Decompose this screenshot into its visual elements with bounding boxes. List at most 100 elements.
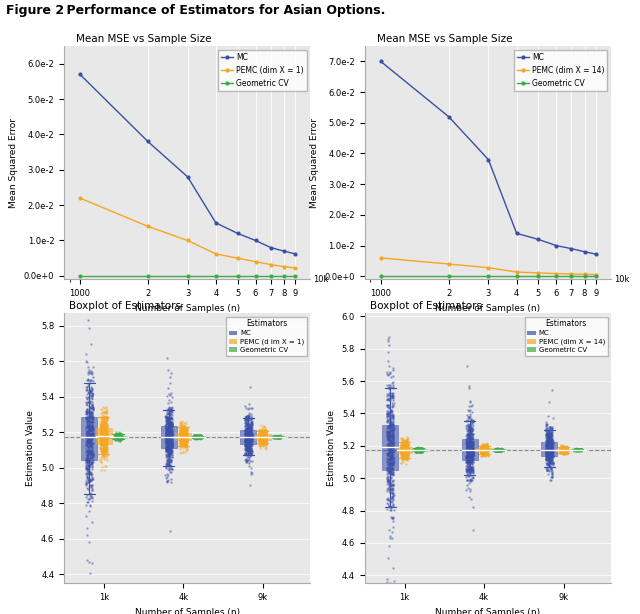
- Point: [243, 427, 253, 437]
- Point: [558, 446, 568, 456]
- Point: [269, 432, 280, 441]
- Point: [385, 468, 396, 478]
- Point: [255, 426, 266, 435]
- Point: [387, 431, 397, 441]
- Point: [541, 432, 551, 441]
- Point: [181, 435, 191, 445]
- Point: [465, 439, 476, 449]
- Point: [100, 438, 110, 448]
- Point: [259, 437, 269, 446]
- Point: [259, 430, 269, 440]
- Point: [87, 391, 97, 400]
- Point: [544, 434, 554, 444]
- Point: [257, 434, 268, 444]
- Point: [483, 445, 493, 454]
- Point: [464, 461, 474, 471]
- Point: [81, 500, 92, 510]
- Point: [570, 445, 580, 454]
- Point: [177, 435, 187, 445]
- Point: [492, 446, 502, 456]
- Point: [110, 430, 120, 440]
- Point: [245, 443, 255, 453]
- Point: [560, 446, 570, 456]
- Point: [481, 445, 491, 455]
- Point: [163, 426, 173, 435]
- Point: [162, 416, 172, 426]
- Point: [82, 407, 92, 417]
- Point: [269, 432, 279, 442]
- Point: [259, 432, 269, 442]
- Point: [100, 435, 111, 445]
- Point: [482, 443, 492, 453]
- Point: [496, 444, 506, 454]
- Point: [385, 457, 395, 467]
- Point: [175, 435, 185, 445]
- Point: [270, 431, 280, 441]
- Point: [257, 434, 267, 444]
- Point: [543, 453, 554, 463]
- Point: [86, 424, 97, 434]
- Point: [178, 429, 188, 439]
- Point: [82, 433, 92, 443]
- Point: [494, 446, 504, 456]
- Point: [494, 445, 504, 455]
- Point: [495, 445, 506, 454]
- Point: [109, 433, 120, 443]
- Point: [541, 454, 551, 464]
- Point: [467, 441, 477, 451]
- Point: [111, 432, 122, 442]
- Point: [387, 398, 397, 408]
- Point: [191, 432, 201, 442]
- Point: [482, 445, 492, 454]
- Point: [164, 438, 175, 448]
- Point: [466, 414, 476, 424]
- Point: [275, 431, 285, 441]
- Point: [271, 432, 281, 442]
- Point: [116, 430, 126, 440]
- Point: [396, 445, 406, 455]
- Point: [411, 445, 421, 455]
- Point: [557, 446, 567, 456]
- Point: [116, 432, 127, 441]
- Point: [88, 426, 98, 435]
- Point: [558, 446, 568, 456]
- Point: [544, 452, 554, 462]
- Point: [195, 432, 205, 442]
- Point: [269, 432, 279, 441]
- Point: [110, 432, 120, 442]
- Point: [192, 432, 202, 441]
- Point: [81, 413, 92, 422]
- Point: [482, 440, 492, 450]
- Point: [480, 445, 490, 455]
- Point: [572, 445, 582, 454]
- Point: [403, 441, 413, 451]
- Point: [399, 446, 409, 456]
- Point: [112, 432, 122, 442]
- Point: [572, 445, 582, 455]
- Point: [191, 431, 202, 441]
- Point: [383, 458, 394, 468]
- Point: [388, 395, 398, 405]
- Point: [543, 429, 553, 439]
- Point: [400, 450, 410, 460]
- Point: [559, 446, 570, 456]
- Point: [495, 444, 506, 454]
- Point: [570, 445, 580, 455]
- Point: [111, 433, 121, 443]
- Point: [413, 446, 424, 456]
- Point: [572, 445, 582, 455]
- Point: [97, 446, 108, 456]
- Point: [99, 432, 109, 441]
- Point: [101, 427, 111, 437]
- Point: [246, 440, 257, 450]
- Point: [412, 446, 422, 456]
- Point: [561, 445, 572, 455]
- Point: [115, 433, 125, 443]
- Point: [388, 495, 399, 505]
- Point: [547, 428, 557, 438]
- Point: [465, 423, 476, 433]
- Point: [542, 446, 552, 456]
- Point: [490, 445, 500, 455]
- Point: [116, 432, 126, 442]
- Point: [243, 428, 253, 438]
